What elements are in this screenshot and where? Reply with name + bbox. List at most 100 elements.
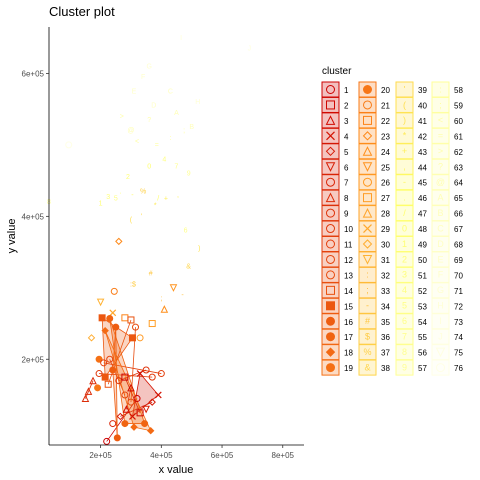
legend-label: 68 bbox=[454, 241, 463, 250]
scatter-point: : bbox=[169, 135, 171, 142]
legend-symbol: 9 bbox=[402, 362, 407, 372]
legend-label: 32 bbox=[381, 271, 390, 280]
legend-label: 60 bbox=[454, 117, 463, 126]
legend-label: 7 bbox=[344, 179, 349, 188]
scatter-point bbox=[113, 434, 121, 442]
legend-item: ) 41 bbox=[395, 112, 427, 129]
legend-label: 33 bbox=[381, 287, 390, 296]
legend-symbol bbox=[326, 363, 335, 373]
scatter-point: 4 bbox=[162, 156, 166, 163]
legend-key bbox=[431, 359, 450, 376]
legend-item: 6 54 bbox=[395, 313, 427, 330]
legend-item: ; 59 bbox=[431, 96, 463, 113]
legend-label: 4 bbox=[344, 132, 349, 141]
legend-key bbox=[358, 251, 377, 268]
scatter-point: $ bbox=[132, 281, 136, 288]
legend-symbol bbox=[326, 100, 335, 110]
scatter-point bbox=[133, 395, 141, 403]
legend-symbol bbox=[363, 100, 372, 110]
legend-item: 0 48 bbox=[395, 220, 427, 237]
legend-symbol: : bbox=[439, 84, 442, 94]
chart-title: Cluster plot bbox=[49, 4, 115, 19]
cluster-hull bbox=[106, 398, 138, 442]
legend-item: 2 bbox=[321, 96, 349, 113]
legend-key bbox=[321, 143, 340, 160]
legend-symbol bbox=[363, 193, 372, 203]
legend-label: 54 bbox=[418, 318, 427, 327]
scatter-point: . bbox=[119, 188, 121, 195]
scatter-point: % bbox=[140, 188, 146, 195]
legend-item: 8 56 bbox=[395, 344, 427, 361]
legend-label: 48 bbox=[418, 225, 427, 234]
scatter-point bbox=[98, 314, 106, 322]
legend-key bbox=[321, 282, 340, 299]
x-tick-label: 8e+05 bbox=[272, 451, 295, 460]
scatter-point bbox=[115, 377, 123, 385]
legend-label: 22 bbox=[381, 117, 390, 126]
legend-label: 1 bbox=[344, 86, 349, 95]
scatter-point: 1 bbox=[99, 201, 103, 208]
legend-item: E 69 bbox=[431, 251, 463, 268]
legend-item: 10 bbox=[321, 220, 353, 237]
legend-item: 7 bbox=[321, 174, 349, 191]
legend-symbol: B bbox=[437, 208, 443, 218]
legend-symbol: 2 bbox=[402, 254, 407, 264]
legend-symbol bbox=[326, 208, 335, 218]
x-axis-title: x value bbox=[159, 464, 194, 476]
legend-item: : 32 bbox=[358, 266, 390, 283]
legend-item: 25 bbox=[358, 158, 390, 175]
legend-item: 9 57 bbox=[395, 359, 427, 376]
legend-label: 63 bbox=[454, 163, 463, 172]
legend-item: 4 bbox=[321, 127, 349, 144]
scatter-point: @ bbox=[127, 128, 134, 135]
legend-label: 59 bbox=[454, 101, 463, 110]
legend-symbol: E bbox=[437, 254, 443, 264]
y-axis-ticks: 2e+05 4e+05 6e+05 bbox=[22, 69, 49, 364]
y-tick-label: 2e+05 bbox=[22, 355, 45, 364]
scatter-point: > bbox=[120, 113, 124, 120]
scatter-point: ; bbox=[183, 128, 185, 135]
legend-key bbox=[358, 127, 377, 144]
legend-label: 58 bbox=[454, 86, 463, 95]
legend-item: G 71 bbox=[431, 282, 463, 299]
scatter-point: & bbox=[186, 263, 191, 270]
legend-symbol: ? bbox=[438, 162, 443, 172]
scatter-point bbox=[109, 366, 117, 374]
scatter-point: : bbox=[130, 281, 132, 288]
scatter-point bbox=[121, 373, 129, 381]
legend-symbol: ; bbox=[439, 100, 442, 110]
legend-label: 3 bbox=[344, 117, 349, 126]
legend-label: 69 bbox=[454, 256, 463, 265]
legend-item: : 58 bbox=[431, 81, 463, 98]
legend-label: 18 bbox=[344, 349, 353, 358]
scatter-point bbox=[81, 394, 90, 403]
legend-symbol: 3 bbox=[402, 270, 407, 280]
scatter-point: 3 bbox=[106, 194, 110, 201]
scatter-point: 2 bbox=[126, 174, 130, 181]
legend-label: 45 bbox=[418, 179, 427, 188]
legend-item: H 72 bbox=[431, 297, 463, 314]
legend-label: 42 bbox=[418, 132, 427, 141]
scatter-point: B bbox=[189, 124, 194, 131]
scatter-point: ; bbox=[160, 296, 162, 303]
legend-item: 5 bbox=[321, 143, 349, 160]
legend-item: 76 bbox=[431, 359, 463, 376]
legend-item: = 61 bbox=[431, 127, 463, 144]
scatter-point bbox=[148, 398, 156, 406]
legend-item: #35 bbox=[358, 313, 390, 330]
legend-key bbox=[321, 220, 340, 237]
legend-symbol bbox=[325, 115, 336, 125]
legend-symbol bbox=[326, 85, 335, 94]
scatter-point bbox=[110, 287, 118, 295]
legend-label: 46 bbox=[418, 194, 427, 203]
legend-symbol bbox=[326, 131, 335, 141]
legend-symbol: % bbox=[363, 347, 371, 357]
scatter-point bbox=[65, 141, 73, 149]
scatter-point bbox=[104, 380, 112, 388]
legend-item: +43 bbox=[395, 143, 427, 160]
legend-label: 31 bbox=[381, 256, 390, 265]
legend-symbol: A bbox=[437, 192, 443, 202]
scatter-point bbox=[132, 323, 140, 331]
legend-item: / 47 bbox=[395, 205, 427, 222]
legend-item: 8 bbox=[321, 189, 349, 206]
